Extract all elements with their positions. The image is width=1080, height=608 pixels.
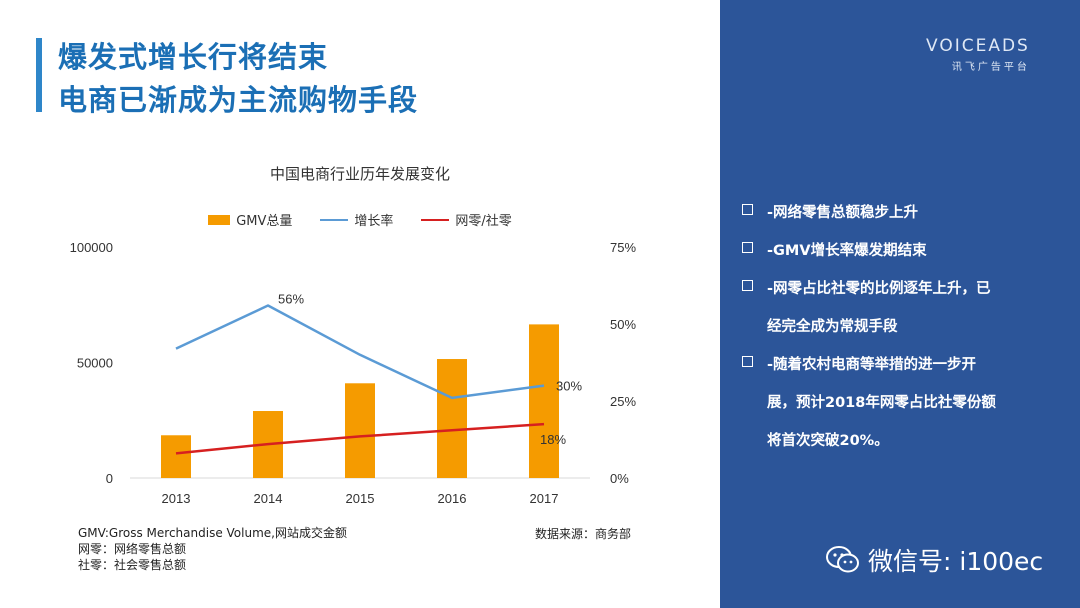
y-left-tick-label: 0: [106, 471, 113, 486]
page-subtitle: 电商已渐成为主流购物手段: [58, 83, 419, 117]
data-label: 56%: [278, 292, 304, 307]
brand-logo: VOICEADS 讯飞广告平台: [926, 36, 1030, 73]
y-left-tick-label: 100000: [70, 240, 113, 255]
checkbox-icon: [742, 242, 753, 253]
data-label: 18%: [540, 432, 566, 447]
note-wangling: 网零：网络零售总额: [78, 542, 187, 556]
bullet-line: 展，预计2018年网零占比社零份额: [767, 395, 996, 411]
checkbox-icon: [742, 356, 753, 367]
title-accent-bar: [36, 38, 42, 112]
legend-gmv-label: GMV总量: [236, 214, 293, 229]
chart-canvas: 0 50000 100000 0% 25% 50% 75% 2013 2014 2015 2016 2…: [70, 240, 637, 506]
wechat-id: 微信号: i100ec: [868, 547, 1044, 576]
legend-gmv: GMV总量: [208, 210, 292, 229]
y-right-tick-label: 25%: [610, 394, 636, 409]
y-right-tick-label: 50%: [610, 317, 636, 332]
chart-title: 中国电商行业历年发展变化: [269, 165, 450, 183]
data-label: 30%: [556, 379, 582, 394]
bullet-line: 将首次突破20%。: [767, 433, 889, 449]
bullet-line: -随着农村电商等举措的进一步开: [767, 357, 977, 373]
page-title: 爆发式增长行将结束: [58, 40, 329, 74]
y-right-tick-label: 0%: [610, 471, 629, 486]
legend-growth: 增长率: [320, 210, 393, 229]
checkbox-icon: [742, 280, 753, 291]
bullet-item: -网络零售总额稳步上升: [742, 194, 1062, 232]
bullet-item: -GMV增长率爆发期结束: [742, 232, 1062, 270]
bullet-text: -网零占比社零的比例逐年上升，已 经完全成为常规手段: [767, 270, 991, 346]
bullet-text: -随着农村电商等举措的进一步开展，预计2018年网零占比社零份额 将首次突破20%…: [767, 346, 996, 460]
bullet-item: -随着农村电商等举措的进一步开展，预计2018年网零占比社零份额 将首次突破20%…: [742, 346, 1062, 460]
chart-legend: GMV总量 增长率 网零/社零: [0, 210, 720, 229]
brand-subtitle: 讯飞广告平台: [951, 62, 1030, 73]
bullet-line: 经完全成为常规手段: [767, 319, 898, 335]
bullet-line: -GMV增长率爆发期结束: [767, 243, 927, 259]
brand-name: VOICEADS: [926, 36, 1030, 56]
note-sheling: 社零：社会零售总额: [78, 558, 187, 572]
x-tick-label: 2014: [254, 491, 283, 506]
x-tick-label: 2017: [530, 491, 559, 506]
x-tick-label: 2015: [346, 491, 375, 506]
legend-gmv-swatch: [208, 214, 231, 225]
bullet-line: -网络零售总额稳步上升: [767, 205, 919, 221]
chart-notes: GMV:Gross Merchandise Volume,网站成交金额 网零：网…: [78, 525, 347, 573]
bullet-text: -GMV增长率爆发期结束: [767, 232, 927, 270]
checkbox-icon: [742, 204, 753, 215]
gmv-bar: [161, 435, 191, 478]
bullet-item: -网零占比社零的比例逐年上升，已 经完全成为常规手段: [742, 270, 1062, 346]
legend-ratio-swatch: [421, 218, 450, 221]
note-gmv: GMV:Gross Merchandise Volume,网站成交金额: [78, 526, 347, 540]
y-left-tick-label: 50000: [77, 356, 113, 371]
legend-growth-swatch: [320, 218, 349, 221]
x-tick-label: 2016: [438, 491, 467, 506]
legend-growth-label: 增长率: [354, 214, 394, 229]
data-source: 数据来源：商务部: [535, 527, 632, 541]
wechat-icon: [826, 545, 860, 575]
summary-panel: [720, 0, 1080, 608]
gmv-bar: [345, 383, 375, 478]
bullet-text: -网络零售总额稳步上升: [767, 194, 918, 232]
legend-ratio: 网零/社零: [421, 210, 512, 229]
bullet-list: -网络零售总额稳步上升 -GMV增长率爆发期结束 -网零占比社零的比例逐年上升，已经…: [742, 194, 1062, 460]
legend-ratio-label: 网零/社零: [455, 214, 512, 229]
gmv-bar: [437, 359, 467, 478]
wechat-watermark: 微信号: i100ec: [826, 542, 1043, 578]
y-right-tick-label: 75%: [610, 240, 636, 255]
bullet-line: -网零占比社零的比例逐年上升，已: [767, 281, 991, 297]
x-tick-label: 2013: [162, 491, 191, 506]
gmv-bar: [529, 324, 559, 478]
